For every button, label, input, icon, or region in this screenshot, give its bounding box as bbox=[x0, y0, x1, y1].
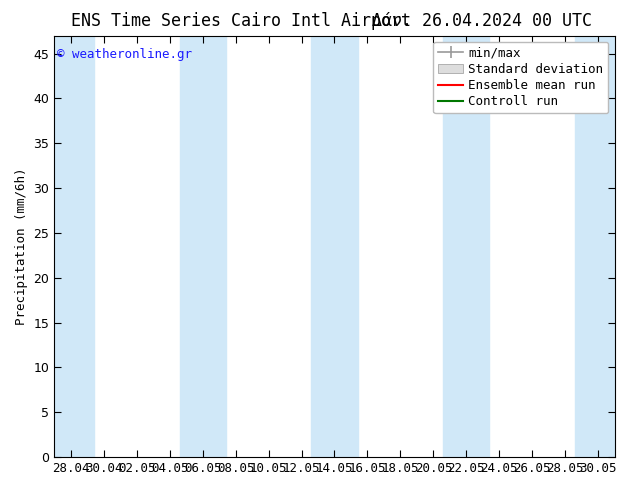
Bar bbox=[575, 36, 621, 457]
Legend: min/max, Standard deviation, Ensemble mean run, Controll run: min/max, Standard deviation, Ensemble me… bbox=[434, 42, 609, 113]
Bar bbox=[179, 36, 226, 457]
Bar bbox=[311, 36, 358, 457]
Bar bbox=[48, 36, 94, 457]
Y-axis label: Precipitation (mm/6h): Precipitation (mm/6h) bbox=[15, 168, 28, 325]
Bar bbox=[443, 36, 489, 457]
Text: ENS Time Series Cairo Intl Airport: ENS Time Series Cairo Intl Airport bbox=[71, 12, 411, 30]
Text: © weatheronline.gr: © weatheronline.gr bbox=[57, 48, 192, 61]
Text: Δάν. 26.04.2024 00 UTC: Δάν. 26.04.2024 00 UTC bbox=[372, 12, 592, 30]
